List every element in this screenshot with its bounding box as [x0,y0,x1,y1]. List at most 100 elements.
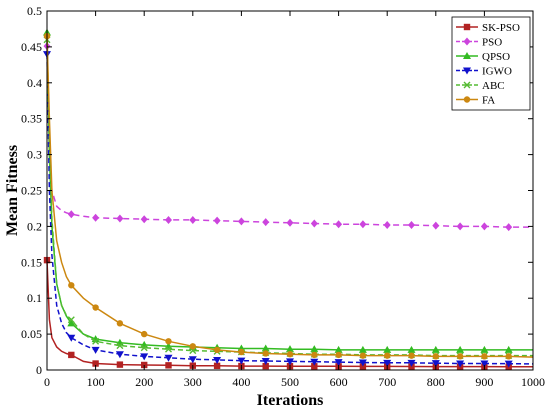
series-point [334,345,343,353]
legend-marker [463,52,471,59]
x-tick-label: 200 [135,375,153,389]
series-point [164,354,173,362]
legend-label: FA [482,95,495,107]
series-point [310,219,318,228]
series-point [92,337,100,345]
series-point [68,282,75,289]
series-point [504,360,513,368]
x-tick-label: 400 [232,375,250,389]
series-point [213,362,221,370]
series-point [68,351,75,359]
series-point [238,348,245,356]
series-point [261,358,270,366]
series-point [286,351,294,358]
series-point [456,222,464,231]
series-point [432,221,440,230]
series-point [67,334,76,342]
y-tick-label: 0.2 [27,219,42,233]
series-point [384,352,391,359]
series-line [46,39,533,357]
legend-marker [463,96,471,103]
series-point [67,210,75,219]
series-point [286,345,294,353]
y-tick-label: 0.35 [21,112,42,126]
y-axis: 0 0.05 0.1 0.15 0.2 0.25 0.3 0.35 0.4 0.45 0.5 [21,4,533,377]
series-point [481,353,488,360]
series-point [334,359,343,367]
series-line [46,54,534,365]
legend-box [451,16,531,111]
series-point [407,345,416,353]
legend-label: SK-PSO [482,22,520,34]
series-point [286,218,294,227]
y-tick-label: 0.3 [27,148,42,162]
series-point [432,353,439,360]
series-point [91,346,100,354]
series-point [141,330,148,338]
series-point [456,360,465,368]
series-point [310,345,319,353]
series-point [358,345,367,353]
legend: SK-PSO PSO QPSO IGWO ABC FA [451,16,531,111]
x-tick-label: 500 [281,375,299,389]
legend-label: ABC [482,80,505,92]
legend-item: PSO [456,37,502,49]
series-point [311,363,318,370]
series-point [310,358,319,366]
y-axis-title: Mean Fitness [4,145,21,236]
series-point [115,351,124,359]
series-pso [43,42,533,232]
series-point [165,345,172,353]
series-point [213,216,221,225]
series-point [480,360,489,368]
x-axis: 0 100 200 300 400 500 600 700 800 900 1000 [44,11,545,389]
series-point [116,214,124,223]
y-tick-label: 0.1 [27,291,42,305]
series-point [140,344,148,352]
x-tick-label: 300 [184,375,202,389]
series-point [359,220,367,229]
series-point [116,320,124,327]
series-point [116,342,124,350]
series-igwo [43,51,534,368]
legend-marker [463,23,471,31]
y-tick-label: 0.4 [27,76,42,90]
series-point [141,361,148,369]
legend-item: SK-PSO [456,22,520,34]
series-point [311,351,318,359]
series-point [407,359,416,367]
series-point [335,351,342,359]
series-point [116,361,124,368]
legend-item: QPSO [456,51,510,63]
series-point [140,215,148,224]
legend-label: QPSO [482,51,510,63]
y-tick-label: 0.5 [27,4,42,18]
series-point [188,356,197,364]
series-point [456,353,464,360]
x-tick-label: 700 [378,375,396,389]
legend-marker [463,81,471,89]
legend-label: PSO [482,37,502,49]
legend-item: ABC [456,80,505,92]
series-point [92,360,99,367]
y-tick-label: 0.15 [21,255,42,269]
legend-item: FA [456,95,495,107]
series-point [359,352,367,359]
x-tick-label: 100 [87,375,105,389]
series-point [480,222,488,231]
series-point [67,319,76,327]
series-point [237,217,245,226]
x-tick-label: 0 [44,375,50,389]
y-tick-label: 0 [36,363,42,377]
series-point [383,220,391,229]
legend-marker [463,37,471,46]
series-point [262,350,269,357]
x-tick-label: 1000 [521,375,545,389]
series-point [140,353,149,361]
x-tick-label: 900 [475,375,493,389]
x-tick-label: 800 [427,375,445,389]
series-point [165,338,172,345]
series-point [165,362,172,369]
series-fa [43,32,534,360]
